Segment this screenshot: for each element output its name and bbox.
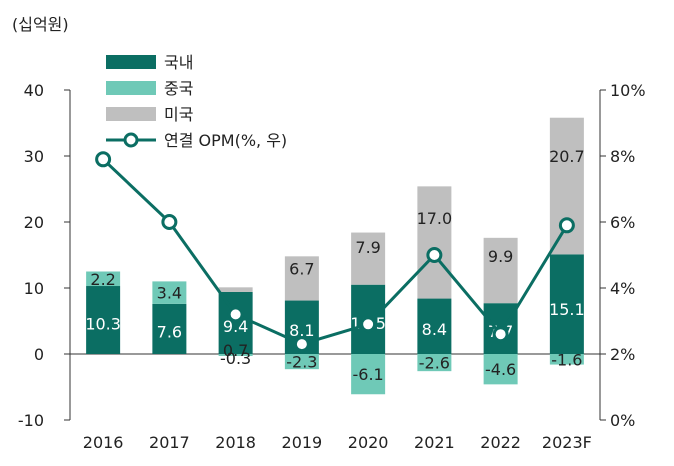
opm-point xyxy=(95,151,112,168)
data-label-usa: 7.9 xyxy=(355,238,380,257)
data-label-china: -2.3 xyxy=(286,353,317,372)
bar-usa xyxy=(218,287,253,292)
data-label-usa: 6.7 xyxy=(289,260,314,279)
bar-china xyxy=(152,281,187,304)
bar-china xyxy=(549,354,584,365)
legend-swatch-china xyxy=(106,81,156,95)
opm-point xyxy=(293,336,310,353)
bar-china xyxy=(351,354,386,395)
legend-swatch-domestic xyxy=(106,55,156,69)
bar-china xyxy=(218,354,253,356)
bar-usa xyxy=(549,117,584,255)
data-label-china: -6.1 xyxy=(353,365,384,384)
data-label-china: 3.4 xyxy=(157,284,182,303)
data-label-domestic: 9.4 xyxy=(223,317,248,336)
bar-china xyxy=(284,354,319,370)
x-tick-label: 2017 xyxy=(149,433,190,452)
right-tick-label: 8% xyxy=(610,147,635,166)
data-label-china: -0.3 xyxy=(220,349,251,368)
legend-label-domestic: 국내 xyxy=(164,53,193,72)
x-tick-label: 2020 xyxy=(348,433,389,452)
bar-domestic xyxy=(218,291,253,354)
left-tick-label: 0 xyxy=(34,345,44,364)
data-label-domestic: 7.6 xyxy=(157,322,182,341)
bar-usa xyxy=(417,186,452,299)
data-label-usa: 9.9 xyxy=(488,247,513,266)
x-tick-label: 2021 xyxy=(414,433,455,452)
opm-point xyxy=(161,214,178,230)
opm-point xyxy=(492,326,509,343)
bar-domestic xyxy=(549,254,584,354)
right-tick-label: 0% xyxy=(610,411,635,430)
bar-china xyxy=(483,354,518,385)
data-label-domestic: 8.1 xyxy=(289,321,314,340)
bar-usa xyxy=(483,237,518,304)
bar-domestic xyxy=(86,286,121,354)
data-label-china: -4.6 xyxy=(485,360,516,379)
x-tick-label: 2019 xyxy=(282,433,323,452)
legend-label-china: 중국 xyxy=(164,79,193,98)
opm-point xyxy=(360,316,377,333)
data-label-china: -2.6 xyxy=(419,354,450,373)
opm-line xyxy=(102,158,569,346)
left-axis-unit: (십억원) xyxy=(12,15,69,34)
left-tick-label: 30 xyxy=(24,147,44,166)
data-label-china: 2.2 xyxy=(90,270,115,289)
bar-china xyxy=(417,354,452,372)
data-label-china: -1.6 xyxy=(551,350,582,369)
legend-label-opm: 연결 OPM(%, 우) xyxy=(164,131,287,150)
right-tick-label: 6% xyxy=(610,213,635,232)
bar-china xyxy=(86,271,121,287)
data-label-usa: 20.7 xyxy=(549,147,585,166)
left-tick-label: -10 xyxy=(18,411,44,430)
legend-swatch-usa xyxy=(106,107,156,121)
left-tick-label: 10 xyxy=(24,279,44,298)
legend-marker-opm xyxy=(123,132,139,148)
bar-domestic xyxy=(417,298,452,354)
right-tick-label: 4% xyxy=(610,279,635,298)
data-label-usa: 0.7 xyxy=(223,341,248,360)
bar-domestic xyxy=(152,303,187,354)
opm-point xyxy=(227,306,244,323)
x-tick-label: 2016 xyxy=(83,433,124,452)
data-label-domestic: 10.3 xyxy=(85,314,121,333)
opm-point xyxy=(558,217,575,234)
x-tick-label: 2018 xyxy=(215,433,256,452)
x-tick-label: 2023F xyxy=(542,433,592,452)
legend-label-usa: 미국 xyxy=(164,105,193,124)
left-tick-label: 20 xyxy=(24,213,44,232)
bar-usa xyxy=(351,232,386,285)
bar-usa xyxy=(284,256,319,301)
x-tick-label: 2022 xyxy=(480,433,521,452)
data-label-domestic: 8.4 xyxy=(422,320,447,339)
right-tick-label: 10% xyxy=(610,81,646,100)
data-label-usa: 17.0 xyxy=(417,209,453,228)
opm-point xyxy=(426,247,443,263)
data-label-domestic: 15.1 xyxy=(549,300,585,319)
left-tick-label: 40 xyxy=(24,81,44,100)
right-tick-label: 2% xyxy=(610,345,635,364)
